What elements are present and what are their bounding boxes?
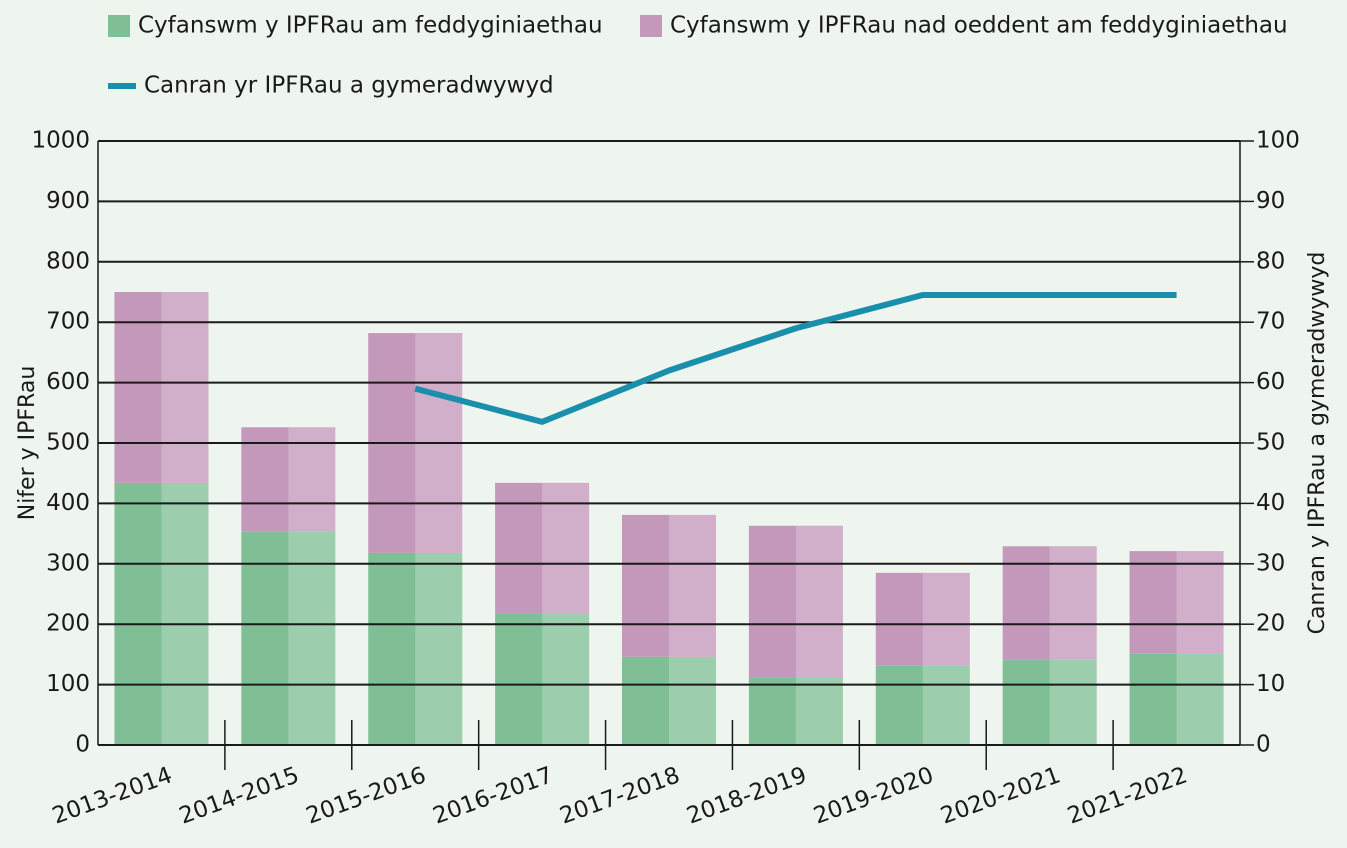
y2-tick-label: 10 xyxy=(1256,671,1285,697)
y-tick-label: 500 xyxy=(46,430,90,456)
legend-label: Cyfanswm y IPFRau nad oeddent am feddygi… xyxy=(670,13,1288,39)
bar xyxy=(1129,653,1224,745)
bar xyxy=(114,292,209,483)
bar-highlight xyxy=(288,531,336,745)
y2-tick-label: 60 xyxy=(1256,369,1285,395)
bar xyxy=(1002,546,1097,660)
y-tick-label: 600 xyxy=(46,369,90,395)
y2-tick-label: 90 xyxy=(1256,188,1285,214)
bar xyxy=(495,482,590,614)
y2-tick-label: 70 xyxy=(1256,309,1285,335)
y-tick-label: 700 xyxy=(46,309,90,335)
bar-highlight xyxy=(161,482,209,745)
bar-highlight xyxy=(288,427,336,532)
bar xyxy=(875,665,970,745)
bar-highlight xyxy=(795,677,843,745)
y-tick-label: 400 xyxy=(46,490,90,516)
y-tick-label: 1000 xyxy=(31,128,90,154)
bar-highlight xyxy=(922,665,970,745)
bar xyxy=(875,572,970,666)
y-axis-title: Nifer y IPFRau xyxy=(15,366,40,521)
y2-tick-label: 30 xyxy=(1256,550,1285,576)
bar xyxy=(748,677,843,745)
y2-tick-label: 0 xyxy=(1256,732,1271,758)
bar-highlight xyxy=(1176,653,1224,745)
bar xyxy=(622,656,716,745)
bar xyxy=(622,514,716,657)
bar xyxy=(241,531,336,745)
legend-swatch xyxy=(108,15,130,37)
y2-tick-label: 50 xyxy=(1256,430,1285,456)
bar-highlight xyxy=(161,292,209,483)
bar xyxy=(114,482,209,745)
line xyxy=(414,292,1177,425)
y-tick-label: 0 xyxy=(75,732,90,758)
legend-label: Canran yr IPFRau a gymeradwywyd xyxy=(144,73,554,99)
bar-highlight xyxy=(1049,659,1097,745)
bar xyxy=(495,613,590,745)
y2-tick-label: 20 xyxy=(1256,611,1285,637)
y2-axis-title: Canran y IPFRau a gymeradwywyd xyxy=(1305,252,1330,635)
bar xyxy=(368,552,463,745)
y-tick-label: 100 xyxy=(46,671,90,697)
legend-swatch xyxy=(640,15,662,37)
bar-highlight xyxy=(542,482,590,614)
bar xyxy=(1002,659,1097,745)
bar xyxy=(748,525,843,678)
y2-tick-label: 80 xyxy=(1256,248,1285,274)
bar-highlight xyxy=(922,572,970,666)
y-tick-label: 800 xyxy=(46,248,90,274)
bar-highlight xyxy=(542,613,590,745)
y2-tick-label: 40 xyxy=(1256,490,1285,516)
bar-highlight xyxy=(1176,551,1224,654)
legend-label: Cyfanswm y IPFRau am feddyginiaethau xyxy=(138,13,603,39)
y-tick-label: 300 xyxy=(46,550,90,576)
bar-highlight xyxy=(1049,546,1097,660)
bar-highlight xyxy=(795,525,843,678)
bar xyxy=(1129,551,1224,654)
bar-highlight xyxy=(415,552,463,745)
bar-highlight xyxy=(669,514,716,657)
legend-line xyxy=(108,83,136,89)
bar xyxy=(241,427,336,532)
y-tick-label: 900 xyxy=(46,188,90,214)
y-tick-label: 200 xyxy=(46,611,90,637)
bar-highlight xyxy=(669,656,716,745)
y2-tick-label: 100 xyxy=(1256,128,1300,154)
